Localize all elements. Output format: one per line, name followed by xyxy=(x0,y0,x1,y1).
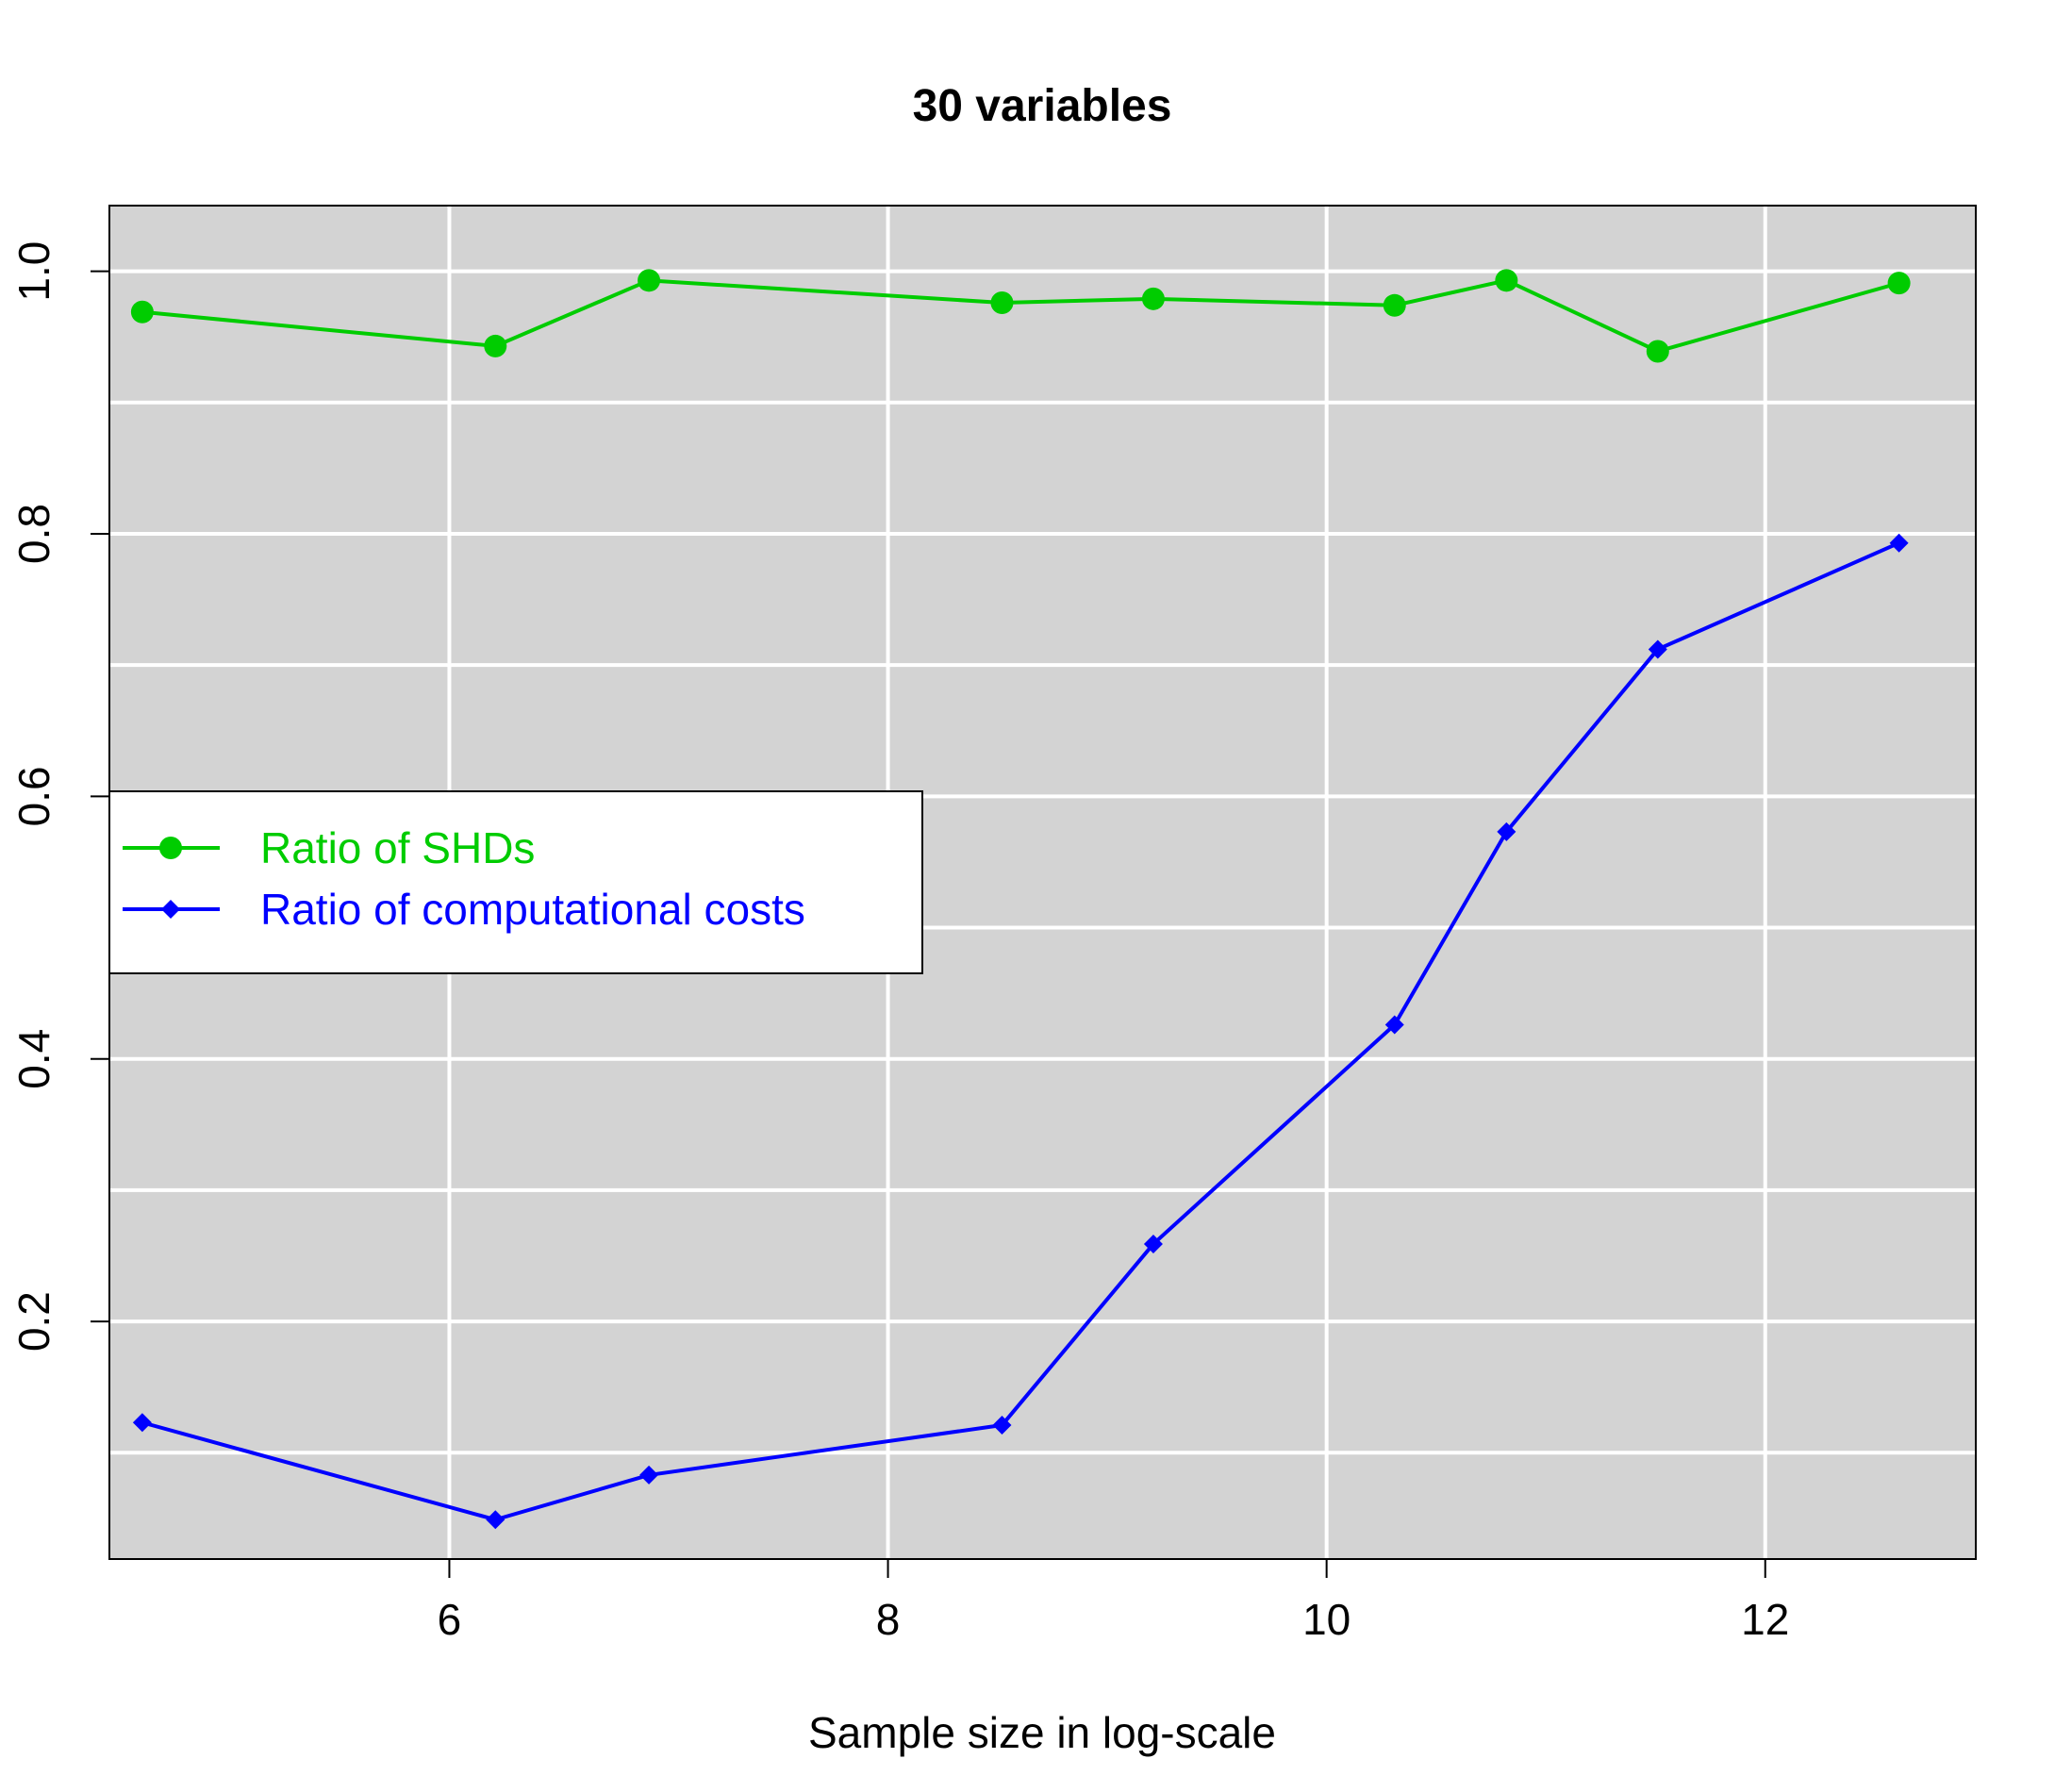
y-tick-label: 1.0 xyxy=(9,241,58,302)
series-2 xyxy=(132,533,1909,1530)
series-layer xyxy=(130,269,1911,1530)
data-point xyxy=(1495,269,1518,292)
chart-title: 30 variables xyxy=(913,81,1172,131)
data-point xyxy=(486,1510,505,1530)
y-tick-label: 0.6 xyxy=(9,766,58,826)
data-point xyxy=(1887,272,1911,295)
legend-box xyxy=(108,790,923,974)
data-point xyxy=(990,290,1014,314)
data-point xyxy=(1384,1015,1404,1035)
data-point xyxy=(1141,287,1165,310)
x-tick-label: 10 xyxy=(1302,1595,1351,1644)
data-point xyxy=(639,1465,659,1485)
data-point xyxy=(1648,639,1667,659)
legend-entries: Ratio of SHDs Ratio of computational cost… xyxy=(123,823,805,934)
x-axis-label: Sample size in log-scale xyxy=(808,1708,1276,1757)
legend-marker xyxy=(161,900,180,919)
legend-marker xyxy=(159,837,182,859)
legend-label: Ratio of computational costs xyxy=(260,885,805,934)
y-tick-label: 0.4 xyxy=(9,1029,58,1089)
data-point xyxy=(1143,1234,1163,1253)
data-point xyxy=(132,1413,152,1433)
legend: Ratio of SHDs Ratio of computational cost… xyxy=(108,790,923,974)
data-point xyxy=(992,1416,1012,1435)
x-tick-label: 6 xyxy=(438,1595,462,1644)
x-tick-label: 12 xyxy=(1741,1595,1789,1644)
data-point xyxy=(638,269,661,292)
x-tick-label: 8 xyxy=(876,1595,901,1644)
data-point xyxy=(1889,533,1909,553)
data-point xyxy=(1383,293,1406,317)
y-tick-label: 0.2 xyxy=(9,1291,58,1352)
legend-label: Ratio of SHDs xyxy=(260,823,535,872)
x-axis: 6 8 10 12 xyxy=(438,1558,1789,1644)
series-1 xyxy=(130,269,1911,363)
data-point xyxy=(1497,821,1516,841)
data-point xyxy=(130,300,154,324)
data-point xyxy=(484,334,507,357)
y-axis: 0.2 0.4 0.6 0.8 1.0 xyxy=(9,241,110,1352)
y-tick-label: 0.8 xyxy=(9,504,58,564)
data-point xyxy=(1646,340,1669,363)
